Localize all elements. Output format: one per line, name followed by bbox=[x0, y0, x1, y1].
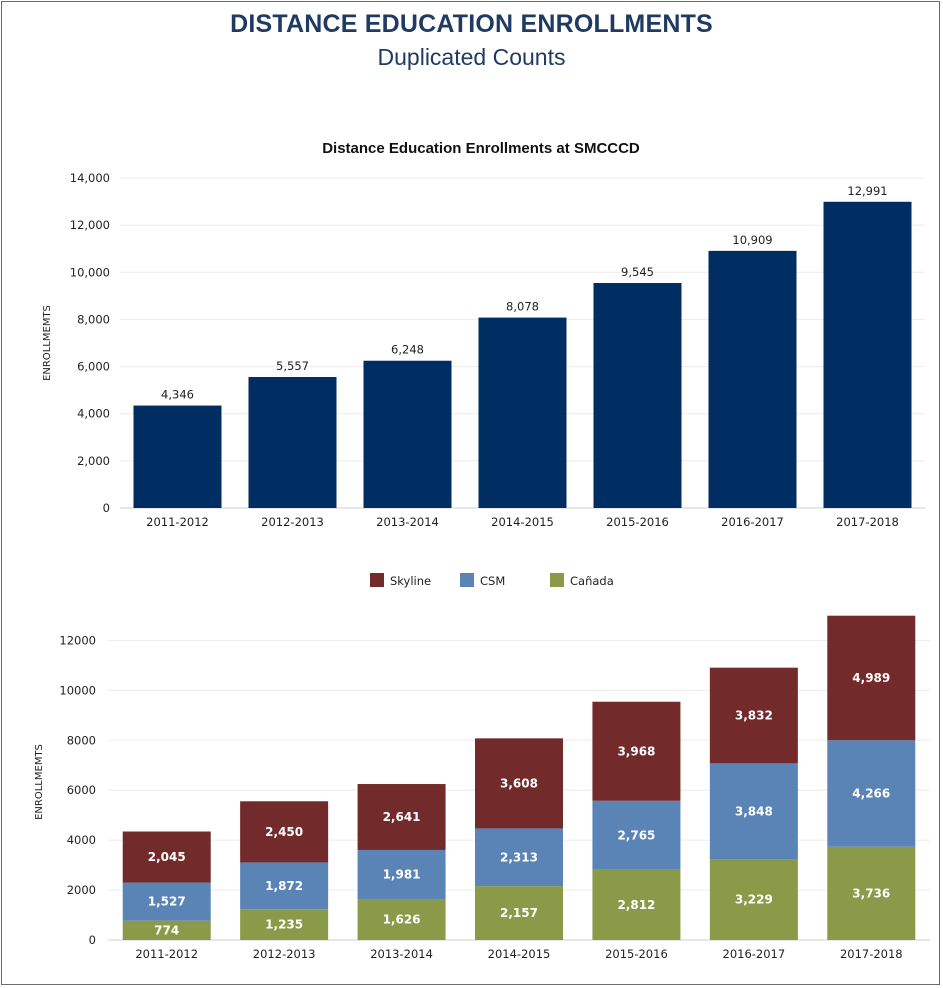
y-tick-label: 2,000 bbox=[77, 454, 110, 468]
legend-swatch bbox=[550, 573, 564, 587]
segment-label: 2,045 bbox=[148, 850, 186, 864]
x-tick-label: 2014-2015 bbox=[488, 947, 551, 961]
data-label: 8,078 bbox=[506, 300, 539, 314]
y-tick-label: 0 bbox=[89, 933, 96, 947]
segment-label: 1,626 bbox=[383, 913, 421, 927]
y-tick-label: 12,000 bbox=[70, 218, 110, 232]
x-tick-label: 2016-2017 bbox=[721, 515, 784, 529]
segment-label: 2,313 bbox=[500, 850, 538, 864]
legend-label: Skyline bbox=[390, 574, 431, 588]
data-label: 5,557 bbox=[276, 359, 309, 373]
data-label: 9,545 bbox=[621, 265, 654, 279]
stacked-bar-segment bbox=[122, 831, 211, 883]
y-tick-label: 10000 bbox=[59, 683, 96, 697]
segment-label: 4,989 bbox=[852, 671, 890, 685]
legend-swatch bbox=[370, 573, 384, 587]
y-tick-label: 6000 bbox=[67, 783, 96, 797]
y-tick-label: 0 bbox=[103, 501, 110, 515]
x-tick-label: 2012-2013 bbox=[253, 947, 316, 961]
legend-swatch bbox=[460, 573, 474, 587]
legend-label: Cañada bbox=[570, 574, 614, 588]
stacked-bar-segment bbox=[827, 846, 916, 940]
segment-label: 1,235 bbox=[265, 918, 303, 932]
stacked-bar-segment bbox=[709, 859, 798, 940]
segment-label: 1,872 bbox=[265, 879, 303, 893]
y-tick-label: 8,000 bbox=[77, 312, 110, 326]
segment-label: 3,229 bbox=[735, 893, 773, 907]
stacked-bar-segment bbox=[357, 899, 446, 940]
y-tick-label: 8000 bbox=[67, 733, 96, 747]
stacked-bar-segment bbox=[240, 801, 329, 863]
stacked-bar-segment bbox=[592, 800, 681, 870]
x-tick-label: 2012-2013 bbox=[261, 515, 324, 529]
page-subtitle: Duplicated Counts bbox=[377, 44, 566, 70]
bar bbox=[248, 377, 337, 508]
bar bbox=[593, 283, 682, 508]
x-tick-label: 2017-2018 bbox=[836, 515, 899, 529]
data-label: 12,991 bbox=[847, 184, 887, 198]
segment-label: 3,848 bbox=[735, 804, 773, 818]
segment-label: 2,765 bbox=[617, 828, 655, 842]
segment-label: 1,981 bbox=[383, 868, 421, 882]
segment-label: 3,608 bbox=[500, 776, 538, 790]
stacked-bar-segment bbox=[240, 909, 329, 940]
y-tick-label: 14,000 bbox=[70, 171, 110, 185]
y-tick-label: 2000 bbox=[67, 883, 96, 897]
data-label: 6,248 bbox=[391, 343, 424, 357]
segment-label: 2,641 bbox=[383, 810, 421, 824]
y-tick-label: 4000 bbox=[67, 833, 96, 847]
x-tick-label: 2013-2014 bbox=[376, 515, 439, 529]
segment-label: 1,527 bbox=[148, 895, 186, 909]
x-tick-label: 2011-2012 bbox=[135, 947, 198, 961]
page-title: DISTANCE EDUCATION ENROLLMENTS bbox=[230, 10, 713, 38]
x-tick-label: 2015-2016 bbox=[605, 947, 668, 961]
segment-label: 2,812 bbox=[617, 898, 655, 912]
y-axis-title: ENROLLMEMTS bbox=[34, 744, 45, 820]
x-tick-label: 2017-2018 bbox=[840, 947, 903, 961]
bar bbox=[363, 360, 452, 508]
segment-label: 2,157 bbox=[500, 906, 538, 920]
data-label: 10,909 bbox=[732, 233, 772, 247]
x-tick-label: 2013-2014 bbox=[370, 947, 433, 961]
chart-title: Distance Education Enrollments at SMCCCD bbox=[322, 140, 640, 157]
y-tick-label: 12000 bbox=[59, 633, 96, 647]
x-tick-label: 2014-2015 bbox=[491, 515, 554, 529]
segment-label: 774 bbox=[154, 923, 179, 937]
segment-label: 2,450 bbox=[265, 825, 303, 839]
x-tick-label: 2016-2017 bbox=[723, 947, 786, 961]
legend-label: CSM bbox=[480, 574, 505, 588]
bar bbox=[823, 201, 912, 508]
stacked-bar-segment bbox=[827, 615, 916, 741]
x-tick-label: 2011-2012 bbox=[146, 515, 209, 529]
segment-label: 3,736 bbox=[852, 886, 890, 900]
y-tick-label: 4,000 bbox=[77, 407, 110, 421]
stacked-bar-segment bbox=[475, 738, 563, 829]
segment-label: 3,832 bbox=[735, 709, 773, 723]
stacked-bar-segment bbox=[709, 763, 798, 860]
stacked-bar-segment bbox=[122, 882, 211, 921]
stacked-bar-segment bbox=[357, 849, 446, 900]
segment-label: 3,968 bbox=[617, 744, 655, 758]
y-axis-title: ENROLLMEMTS bbox=[42, 305, 53, 381]
stacked-bar-segment bbox=[475, 886, 563, 940]
stacked-bar-segment bbox=[122, 920, 211, 940]
stacked-bar-segment bbox=[592, 701, 681, 801]
segment-label: 4,266 bbox=[852, 786, 890, 800]
bar bbox=[133, 405, 222, 508]
bar bbox=[478, 317, 567, 508]
stacked-bar-segment bbox=[475, 828, 563, 887]
y-tick-label: 10,000 bbox=[70, 265, 110, 279]
data-label: 4,346 bbox=[161, 388, 194, 402]
stacked-bar-segment bbox=[240, 862, 329, 910]
stacked-bar-segment bbox=[357, 784, 446, 850]
x-tick-label: 2015-2016 bbox=[606, 515, 669, 529]
stacked-bar-segment bbox=[827, 740, 916, 847]
stacked-bar-segment bbox=[592, 869, 681, 940]
y-tick-label: 6,000 bbox=[77, 360, 110, 374]
bar bbox=[708, 250, 797, 508]
stacked-bar-segment bbox=[709, 667, 798, 764]
